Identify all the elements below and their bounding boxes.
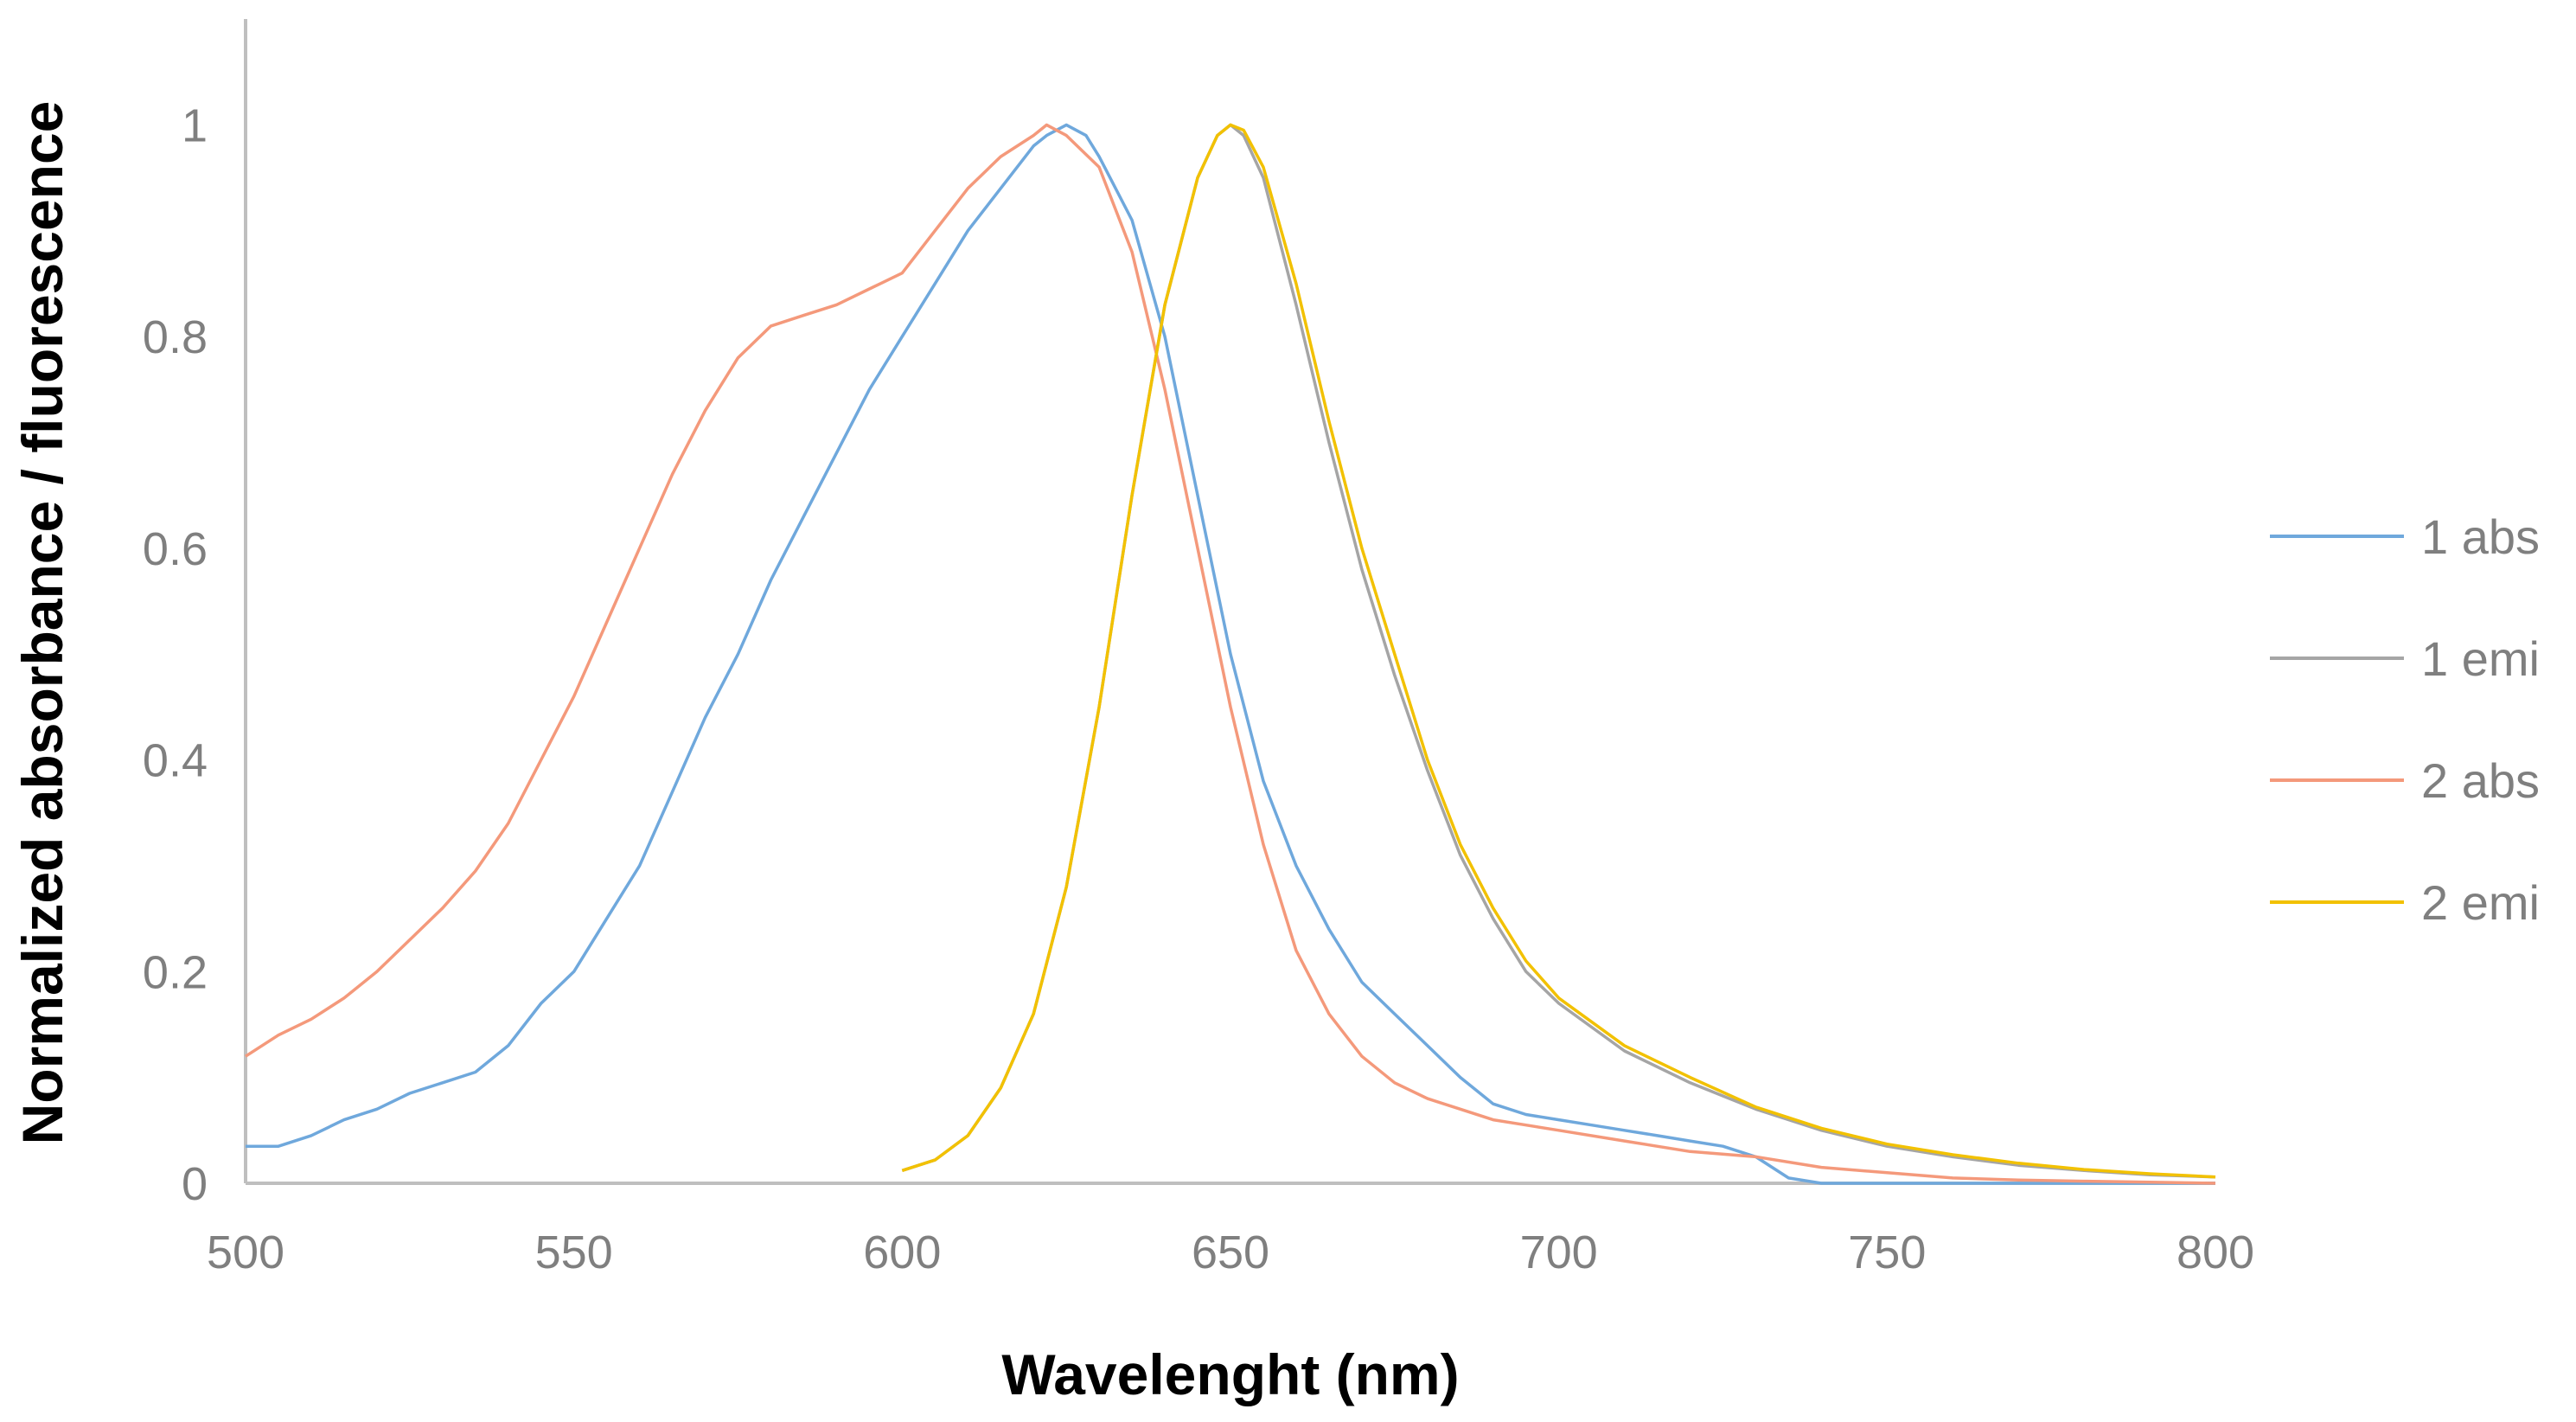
x-tick-label: 600 <box>863 1227 941 1278</box>
series-line-1-emi <box>901 123 2216 1179</box>
x-tick-labels: 500 550 600 650 700 750 800 <box>207 1227 2254 1278</box>
x-tick-label: 550 <box>535 1227 613 1278</box>
x-tick-label: 800 <box>2176 1227 2254 1278</box>
series-line-2-abs <box>245 123 2216 1185</box>
legend-label: 1 emi <box>2421 631 2540 686</box>
y-tick-label: 1 <box>182 99 208 151</box>
legend-label: 1 abs <box>2421 509 2540 564</box>
y-tick-label: 0.8 <box>143 311 208 363</box>
x-tick-label: 700 <box>1520 1227 1598 1278</box>
x-tick-label: 500 <box>207 1227 284 1278</box>
legend-label: 2 emi <box>2421 875 2540 930</box>
y-tick-label: 0 <box>182 1158 208 1210</box>
legend: 1 abs 1 emi 2 abs 2 emi <box>2270 509 2540 930</box>
axes <box>244 19 2215 1185</box>
y-tick-labels: 0 0.2 0.4 0.6 0.8 1 <box>143 99 208 1210</box>
series-line-2-emi <box>901 123 2216 1179</box>
series-line-1-abs <box>246 123 2215 1185</box>
y-tick-label: 0.2 <box>143 946 208 998</box>
x-axis-title: Wavelenght (nm) <box>1001 1342 1459 1406</box>
y-tick-label: 0.6 <box>143 523 208 575</box>
x-tick-label: 750 <box>1848 1227 1926 1278</box>
series-lines <box>245 123 2216 1185</box>
legend-label: 2 abs <box>2421 753 2540 808</box>
y-tick-label: 0.4 <box>143 735 208 787</box>
y-axis-title: Normalized absorbance / fluorescence <box>10 101 74 1145</box>
x-tick-label: 650 <box>1192 1227 1269 1278</box>
